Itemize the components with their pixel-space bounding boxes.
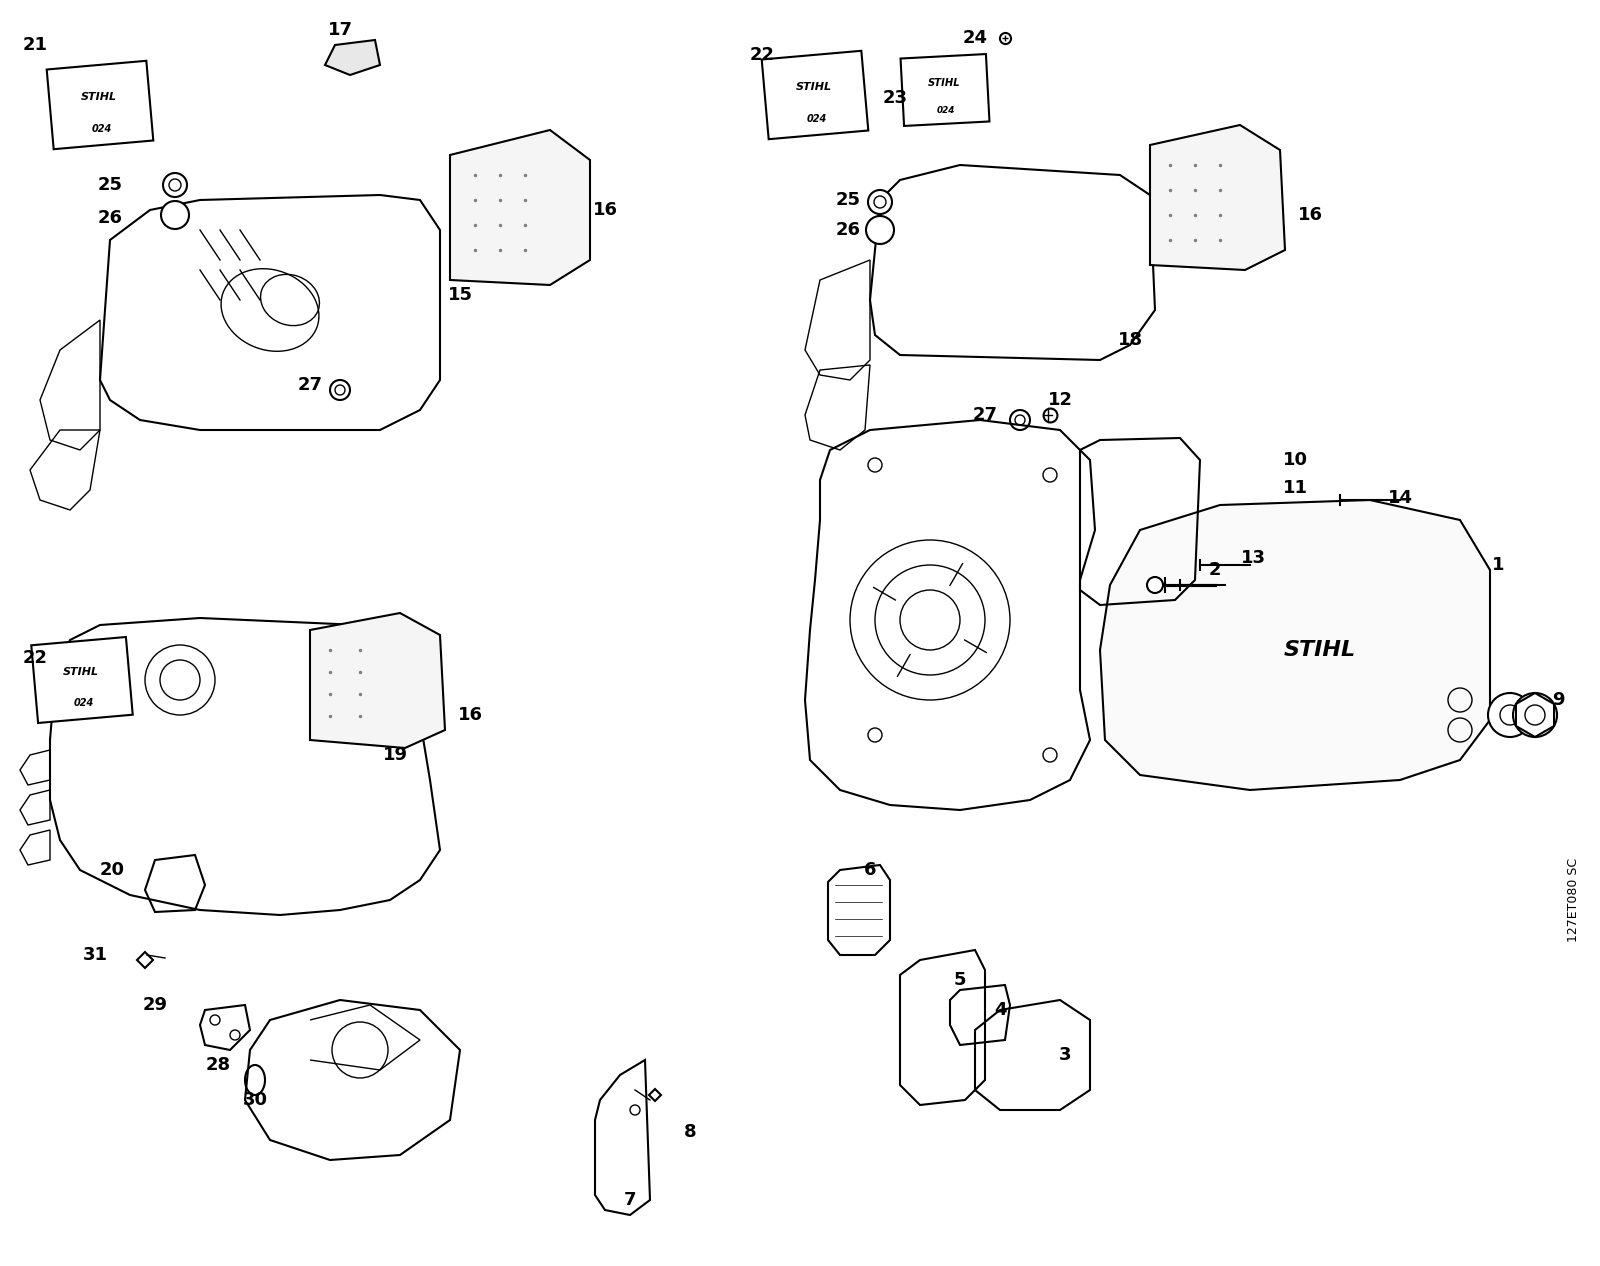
Text: 3: 3: [1059, 1046, 1072, 1063]
Text: 30: 30: [243, 1091, 267, 1109]
Circle shape: [867, 190, 893, 214]
Polygon shape: [32, 637, 133, 723]
Text: 17: 17: [328, 22, 352, 39]
Text: 28: 28: [205, 1056, 230, 1074]
Circle shape: [330, 380, 350, 400]
Polygon shape: [46, 61, 154, 149]
Circle shape: [162, 201, 189, 229]
Text: 16: 16: [458, 706, 483, 724]
Text: 21: 21: [22, 35, 48, 54]
Text: 024: 024: [74, 699, 94, 708]
Text: 024: 024: [938, 106, 955, 115]
Text: STIHL: STIHL: [82, 92, 117, 103]
Polygon shape: [762, 51, 869, 139]
Circle shape: [1010, 410, 1030, 430]
Text: STIHL: STIHL: [64, 667, 99, 677]
Text: 23: 23: [883, 89, 907, 108]
Text: 24: 24: [963, 29, 987, 47]
Text: 27: 27: [973, 406, 997, 424]
Text: 7: 7: [624, 1191, 637, 1209]
Polygon shape: [325, 41, 381, 75]
Text: 11: 11: [1283, 479, 1307, 498]
Text: 29: 29: [142, 996, 168, 1014]
Circle shape: [1043, 468, 1058, 482]
Text: 27: 27: [298, 376, 323, 394]
Text: 16: 16: [592, 201, 618, 219]
Text: STIHL: STIHL: [928, 78, 962, 89]
Text: 9: 9: [1552, 691, 1565, 709]
Polygon shape: [1150, 125, 1285, 270]
Text: 18: 18: [1117, 330, 1142, 349]
Text: 5: 5: [954, 971, 966, 989]
Text: 31: 31: [83, 946, 107, 963]
Polygon shape: [450, 130, 590, 285]
Text: 14: 14: [1387, 489, 1413, 506]
Text: 1: 1: [1491, 556, 1504, 573]
Polygon shape: [310, 613, 445, 748]
Polygon shape: [901, 54, 989, 125]
Text: 024: 024: [91, 124, 112, 134]
Text: 6: 6: [864, 861, 877, 879]
Text: 024: 024: [806, 114, 827, 124]
Circle shape: [1488, 693, 1533, 737]
Text: 25: 25: [98, 176, 123, 194]
Text: 22: 22: [749, 46, 774, 65]
Circle shape: [866, 216, 894, 244]
Text: STIHL: STIHL: [797, 82, 832, 92]
Text: 16: 16: [1298, 206, 1323, 224]
Text: 8: 8: [683, 1123, 696, 1141]
Circle shape: [1043, 748, 1058, 762]
Text: 13: 13: [1240, 549, 1266, 567]
Text: 15: 15: [448, 286, 472, 304]
Text: 2: 2: [1208, 561, 1221, 579]
Text: 12: 12: [1048, 391, 1072, 409]
Polygon shape: [1101, 500, 1490, 790]
Ellipse shape: [245, 1065, 266, 1095]
Text: 19: 19: [382, 746, 408, 763]
Circle shape: [1514, 693, 1557, 737]
Text: 127ET080 SC: 127ET080 SC: [1566, 858, 1581, 942]
Text: 20: 20: [99, 861, 125, 879]
Text: 26: 26: [835, 222, 861, 239]
Circle shape: [867, 728, 882, 742]
Text: 4: 4: [994, 1001, 1006, 1019]
Text: 10: 10: [1283, 451, 1307, 468]
Circle shape: [163, 173, 187, 197]
Text: STIHL: STIHL: [1283, 641, 1357, 660]
Circle shape: [1147, 577, 1163, 592]
Text: 25: 25: [835, 191, 861, 209]
Text: 22: 22: [22, 649, 48, 667]
Text: 26: 26: [98, 209, 123, 227]
Circle shape: [867, 458, 882, 472]
